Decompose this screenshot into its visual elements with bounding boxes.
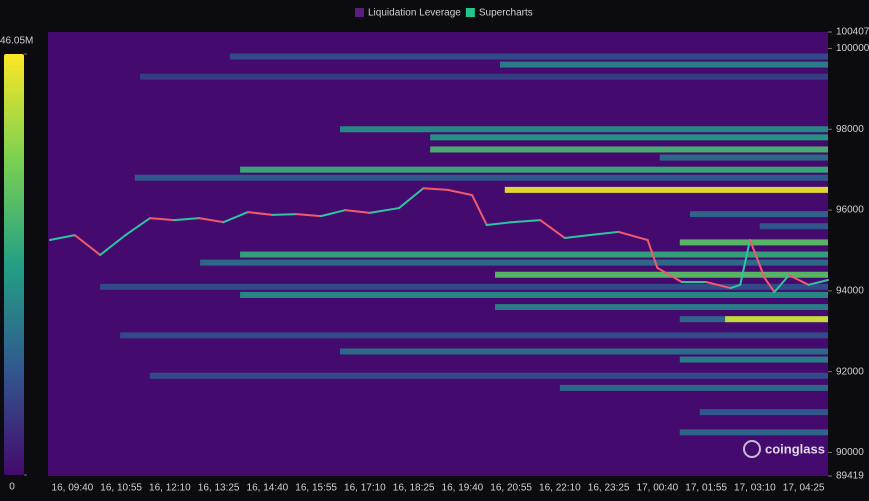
price-segment [222, 211, 249, 224]
liquidation-band [240, 166, 828, 173]
legend-swatch [465, 8, 475, 17]
x-tick-label: 17, 03:10 [734, 483, 776, 494]
legend-label: Liquidation Leverage [368, 8, 461, 19]
price-segment [173, 217, 201, 222]
liquidation-band [240, 251, 828, 258]
liquidation-band [200, 259, 829, 266]
liquidation-band [495, 304, 828, 311]
x-tick-label: 17, 04:25 [783, 483, 825, 494]
price-segment [588, 230, 620, 237]
price-segment [320, 209, 347, 218]
price-segment [99, 234, 127, 256]
price-segment [739, 238, 751, 286]
price-segment [510, 219, 542, 224]
x-tick-label: 16, 12:10 [149, 483, 191, 494]
price-segment [295, 213, 322, 218]
y-tick-label: 90000 [836, 447, 864, 458]
x-tick-label: 16, 10:55 [100, 483, 142, 494]
y-tick-label: 92000 [836, 366, 864, 377]
liquidation-band [699, 409, 828, 416]
y-tick-label: 96000 [836, 205, 864, 216]
legend-swatch [355, 8, 364, 17]
x-tick-label: 16, 17:10 [344, 483, 386, 494]
price-segment [246, 211, 274, 216]
liquidation-band [430, 134, 828, 141]
price-segment [539, 219, 566, 239]
price-segment [48, 234, 76, 241]
price-segment [124, 217, 151, 237]
price-segment [788, 274, 810, 286]
liquidation-band [559, 384, 828, 391]
x-tick-label: 17, 00:40 [637, 483, 679, 494]
price-segment [807, 278, 829, 286]
liquidation-band [679, 356, 828, 363]
liquidation-band [690, 211, 828, 218]
x-tick-label: 16, 22:10 [539, 483, 581, 494]
price-segment [617, 230, 649, 241]
price-segment [73, 234, 102, 256]
liquidation-band [430, 146, 828, 153]
y-tick-label: 89419 [836, 471, 864, 482]
price-segment [485, 221, 513, 227]
x-tick-label: 16, 14:40 [247, 483, 289, 494]
liquidation-band [725, 316, 828, 323]
liquidation-band [504, 186, 828, 193]
x-tick-label: 16, 18:25 [393, 483, 435, 494]
price-segment [471, 194, 488, 227]
y-tick-label: 100407 [836, 27, 869, 38]
liquidation-band [495, 271, 828, 278]
liquidation-band [340, 126, 828, 133]
liquidation-band [100, 283, 829, 290]
liquidation-band [229, 53, 828, 60]
price-segment [749, 238, 766, 279]
price-segment [368, 207, 400, 214]
liquidation-band [499, 61, 828, 68]
x-tick-label: 17, 01:55 [685, 483, 727, 494]
price-segment [344, 209, 371, 214]
price-segment [705, 281, 732, 290]
price-segment [446, 188, 474, 197]
x-tick-label: 16, 13:25 [198, 483, 240, 494]
price-segment [763, 276, 776, 294]
x-tick-label: 16, 15:55 [295, 483, 337, 494]
price-segment [148, 217, 176, 222]
price-segment [563, 234, 591, 239]
price-segment [773, 274, 790, 294]
watermark-icon [743, 440, 761, 458]
liquidation-band [679, 429, 828, 436]
x-tick-label: 16, 23:25 [588, 483, 630, 494]
liquidation-band [149, 372, 828, 379]
colorbar [4, 54, 24, 475]
colorbar-label: 0 [9, 482, 15, 493]
liquidation-band [340, 348, 828, 355]
price-segment [271, 213, 298, 216]
price-segment [656, 266, 683, 284]
x-tick-label: 16, 20:55 [490, 483, 532, 494]
x-tick-label: 16, 09:40 [52, 483, 94, 494]
price-segment [398, 187, 425, 210]
liquidation-band [134, 174, 828, 181]
liquidation-band [140, 73, 828, 80]
liquidation-band [240, 291, 828, 298]
x-tick-label: 16, 19:40 [442, 483, 484, 494]
price-segment [729, 283, 742, 290]
price-segment [646, 238, 659, 269]
colorbar-label: 46.05M [0, 36, 33, 47]
y-tick-label: 98000 [836, 124, 864, 135]
liquidation-band [679, 239, 828, 246]
legend-label: Supercharts [479, 8, 533, 19]
liquidation-band [759, 223, 828, 230]
watermark: coinglass [765, 441, 825, 456]
price-segment [198, 217, 225, 224]
liquidation-band [659, 154, 828, 161]
liquidation-band [120, 332, 828, 339]
y-tick-label: 94000 [836, 286, 864, 297]
price-segment [422, 187, 449, 191]
y-tick-label: 100000 [836, 43, 869, 54]
